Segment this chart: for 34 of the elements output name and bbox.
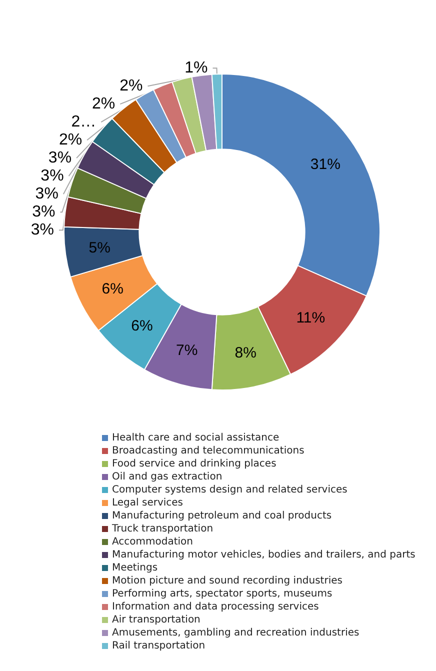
data-label: 11% [296,309,326,326]
legend-label: Air transportation [112,614,200,626]
legend-label: Accommodation [112,536,194,548]
legend-label: Truck transportation [111,524,214,534]
data-label: 2… [71,114,96,131]
legend-label: Meetings [112,562,158,574]
legend-label: Computer systems design and related services [112,484,348,496]
legend-label: Health care and social assistance [112,432,280,444]
data-label: 3% [30,222,54,239]
data-label: 2% [58,132,82,149]
legend-label: Information and data processing services [112,602,319,612]
legend-label: Broadcasting and telecommunications [112,446,304,456]
data-label: 2% [120,78,143,95]
data-label: 6% [102,280,124,298]
data-label: 3% [32,204,56,221]
legend-label: Rail transportation [112,640,206,652]
data-label: 3% [35,186,58,203]
data-label: 7% [176,342,198,359]
legend-label: Amusements, gambling and recreation industries [112,628,360,638]
data-label: 3% [48,150,72,167]
data-label: 6% [131,317,153,334]
legend-label: Food service and drinking places [112,458,276,470]
data-label: 2% [92,96,116,113]
legend-label: Motion picture and sound recording industries [112,576,342,586]
data-label: 5% [88,239,110,256]
data-label: 3% [40,168,64,185]
data-label: 1% [184,60,208,77]
data-label: 31% [310,156,340,174]
data-label: 8% [234,344,256,362]
legend-label: Legal services [112,498,184,508]
legend-label: Performing arts, spectator sports, museums [112,588,332,600]
legend-label: Manufacturing motor vehicles, bodies and trailers, and parts [112,550,416,560]
legend-label: Manufacturing petroleum and coal products [112,510,332,522]
legend-label: Oil and gas extraction [112,472,222,482]
